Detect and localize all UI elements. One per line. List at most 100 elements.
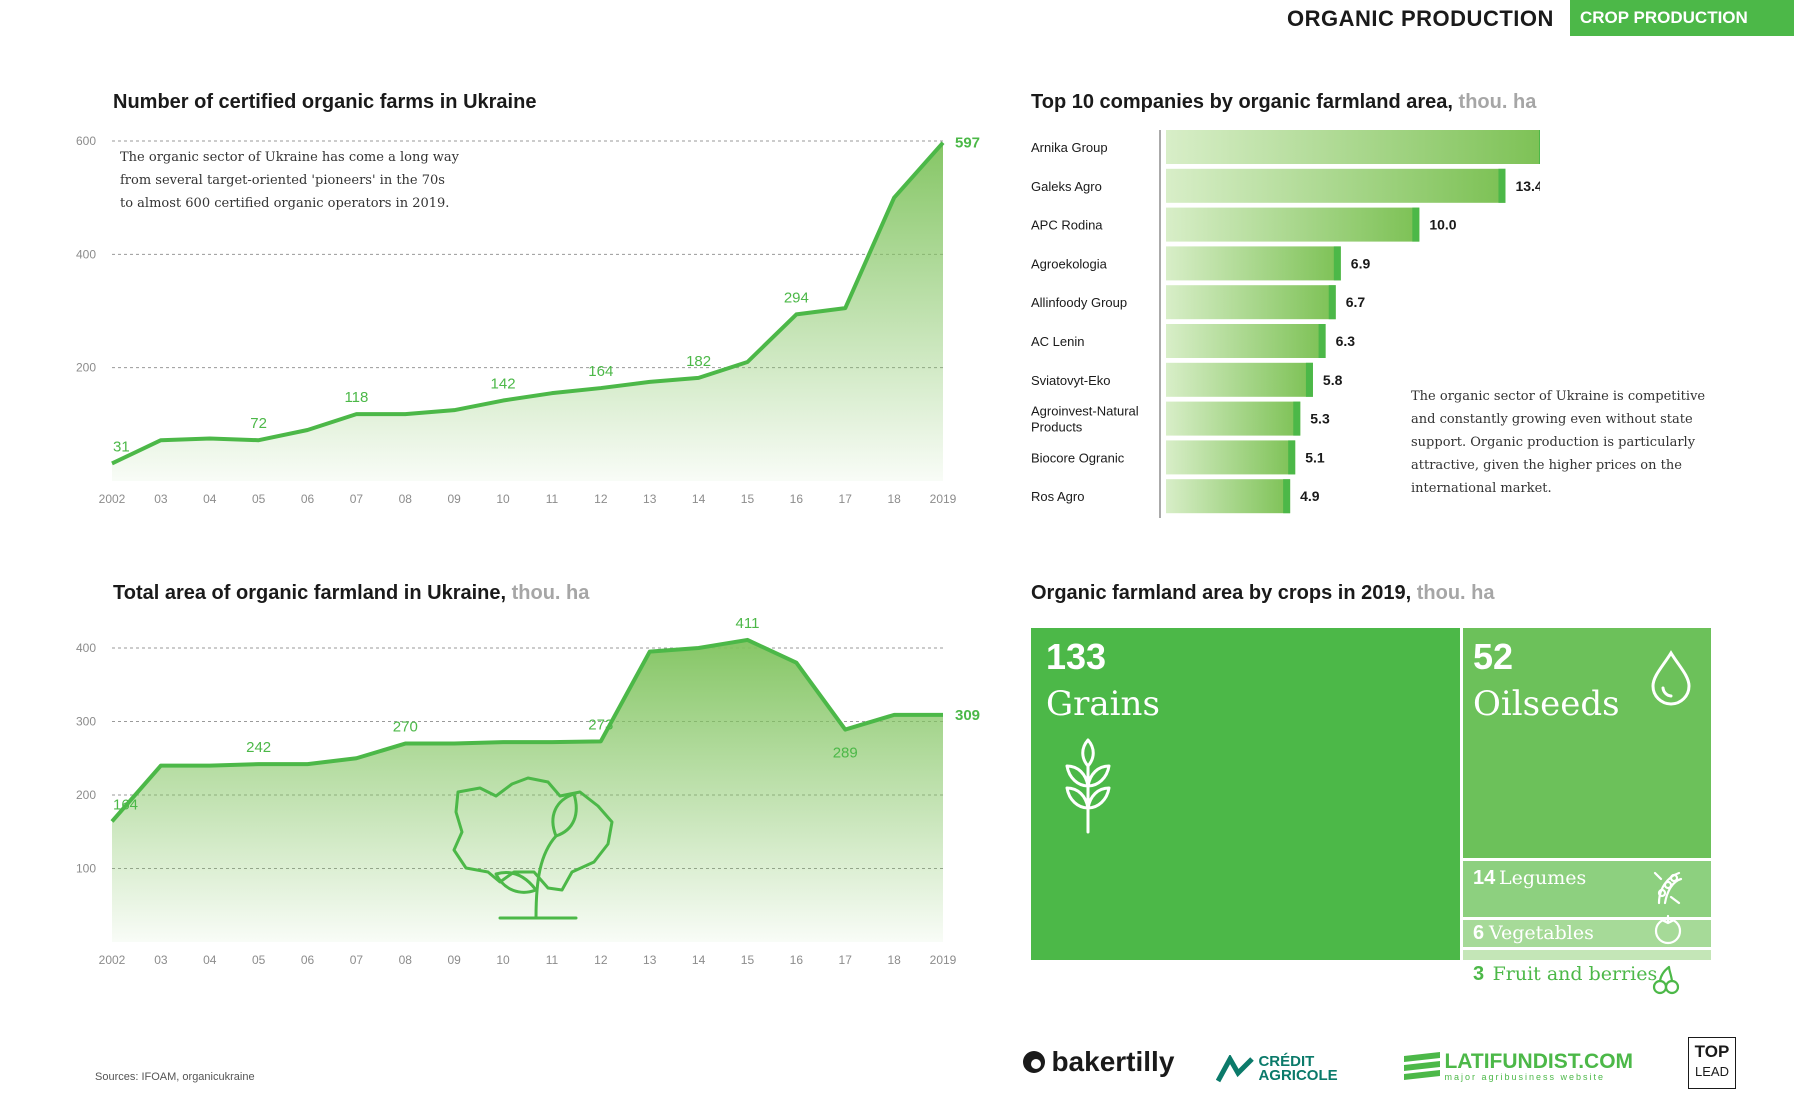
x-tick-label: 13 <box>643 953 657 967</box>
data-label: 273 <box>588 716 613 733</box>
bar-cap <box>1328 285 1336 320</box>
latifundist-text: LATIFUNDIST.COM major agribusiness websi… <box>1444 1050 1634 1082</box>
companies-title-text: Top 10 companies by organic farmland are… <box>1031 91 1453 113</box>
tile-label: Legumes <box>1499 867 1587 889</box>
crops-title-text: Organic farmland area by crops in 2019, <box>1031 582 1412 604</box>
bar-value-label: 13.4 <box>1515 178 1540 194</box>
tile-value: 3 <box>1473 963 1485 985</box>
tile-label: Grains <box>1046 684 1160 724</box>
series-area <box>112 639 943 942</box>
bar <box>1166 401 1301 436</box>
farms-note-line: from several target-oriented 'pioneers' … <box>120 173 445 188</box>
section-title: ORGANIC PRODUCTION <box>1287 6 1554 31</box>
farms-chart-note: The organic sector of Ukraine has come a… <box>120 146 459 215</box>
x-tick-label: 08 <box>399 492 413 506</box>
bar-category-label: Galeks Agro <box>1031 179 1102 194</box>
series-area <box>112 142 943 481</box>
area-title-unit: thou. ha <box>511 582 590 604</box>
x-tick-label: 10 <box>496 953 510 967</box>
data-label: 289 <box>833 745 858 762</box>
x-tick-label: 07 <box>350 953 364 967</box>
sprout-stroke <box>452 776 614 892</box>
companies-chart-title: Top 10 companies by organic farmland are… <box>1031 91 1536 114</box>
companies-note-line: support. Organic production is particula… <box>1411 435 1696 450</box>
bar-cap <box>1412 207 1420 242</box>
fruit-label: 3 Fruit and berries <box>1473 963 1657 986</box>
sources-note: Sources: IFOAM, organicukraine <box>95 1071 255 1083</box>
companies-note-line: international market. <box>1411 481 1552 496</box>
credit-agricole-logo: CRÉDIT AGRICOLE <box>1215 1053 1338 1084</box>
x-tick-label: 06 <box>301 953 315 967</box>
series-line <box>111 141 945 466</box>
bakertilly-text: bakertilly <box>1051 1046 1175 1077</box>
toplead-logo: TOP LEAD <box>1688 1037 1736 1089</box>
tile-oilseeds: 52 Oilseeds <box>1463 628 1711 858</box>
bar-category-label: AC Lenin <box>1031 334 1084 349</box>
data-label: 242 <box>246 739 271 756</box>
credit-agricole-text: CRÉDIT AGRICOLE <box>1258 1054 1338 1084</box>
y-tick-label: 400 <box>76 641 96 655</box>
x-tick-label: 11 <box>546 953 559 967</box>
x-tick-label: 11 <box>546 492 559 506</box>
x-tick-label: 09 <box>447 492 461 506</box>
farms-note-line: The organic sector of Ukraine has come a… <box>120 150 459 165</box>
y-tick-label: 600 <box>76 134 96 148</box>
credit-agricole-line2: AGRICOLE <box>1258 1067 1338 1084</box>
x-tick-label: 16 <box>790 492 804 506</box>
toplead-line2: LEAD <box>1695 1064 1729 1079</box>
data-label: 294 <box>784 289 809 306</box>
bar <box>1166 207 1420 242</box>
area-chart: 400 300 200 100 2002 03 04 05 06 07 08 09 10 11 12 13 14… <box>76 615 980 967</box>
data-label: 270 <box>393 719 418 736</box>
data-label: 72 <box>250 415 267 432</box>
bar <box>1166 285 1336 320</box>
bar <box>1166 362 1313 397</box>
x-tick-label: 08 <box>399 953 413 967</box>
bar-value-label: 10.0 <box>1429 217 1456 233</box>
tile-label: Vegetables <box>1489 922 1594 944</box>
y-tick-label: 200 <box>76 361 96 375</box>
tile-vegetables: 6 Vegetables <box>1463 914 1711 947</box>
bar-category-label: Allinfoody Group <box>1031 295 1127 310</box>
crops-treemap: 133 Grains 52 Oilseeds 14 Legumes <box>1031 628 1711 1000</box>
bakertilly-logo: bakertilly <box>1021 1046 1174 1078</box>
data-label: 31 <box>113 438 130 455</box>
tomato-icon <box>1654 914 1682 945</box>
data-label: 142 <box>491 376 516 393</box>
wheat-icon <box>1065 738 1111 834</box>
data-label: 411 <box>736 615 760 632</box>
x-tick-label: 13 <box>643 492 657 506</box>
bar-cap <box>1498 168 1506 203</box>
crops-title-unit: thou. ha <box>1416 582 1495 604</box>
farms-area-chart: 600 400 200 2002 03 04 05 06 07 08 09 10 11 12 13 14 15 1… <box>76 134 980 506</box>
data-label: 597 <box>955 135 980 152</box>
data-label: 182 <box>686 353 711 370</box>
bar <box>1166 324 1326 358</box>
drop-icon <box>1651 650 1691 706</box>
y-tick-label: 200 <box>76 788 96 802</box>
x-tick-label: 12 <box>594 953 608 967</box>
tile-value: 52 <box>1473 636 1514 677</box>
bar-category-label: Arnika Group <box>1031 140 1108 155</box>
bar <box>1166 440 1296 475</box>
bar-cap <box>1305 362 1313 397</box>
toplead-line1: TOP <box>1694 1042 1730 1061</box>
category-badge: CROP PRODUCTION <box>1570 0 1794 36</box>
crops-chart-title: Organic farmland area by crops in 2019, … <box>1031 582 1494 605</box>
sprout-stroke <box>534 834 558 920</box>
bar-category-label: Ros Agro <box>1031 489 1084 504</box>
bar-value-label: 5.3 <box>1310 411 1330 427</box>
latifundist-name: LATIFUNDIST.COM <box>1444 1050 1634 1073</box>
companies-note-line: and constantly growing even without stat… <box>1411 412 1693 427</box>
bar-cap <box>1283 479 1291 514</box>
data-label: 164 <box>113 796 138 813</box>
companies-title-unit: thou. ha <box>1458 91 1537 113</box>
y-tick-label: 400 <box>76 247 96 261</box>
berries-icon <box>1652 965 1680 995</box>
bar-category-label: Sviatovyt-Eko <box>1031 373 1110 388</box>
bar-cap <box>1318 324 1326 358</box>
area-title-text: Total area of organic farmland in Ukrain… <box>113 582 507 604</box>
bar <box>1166 168 1506 203</box>
x-tick-label: 05 <box>252 953 266 967</box>
